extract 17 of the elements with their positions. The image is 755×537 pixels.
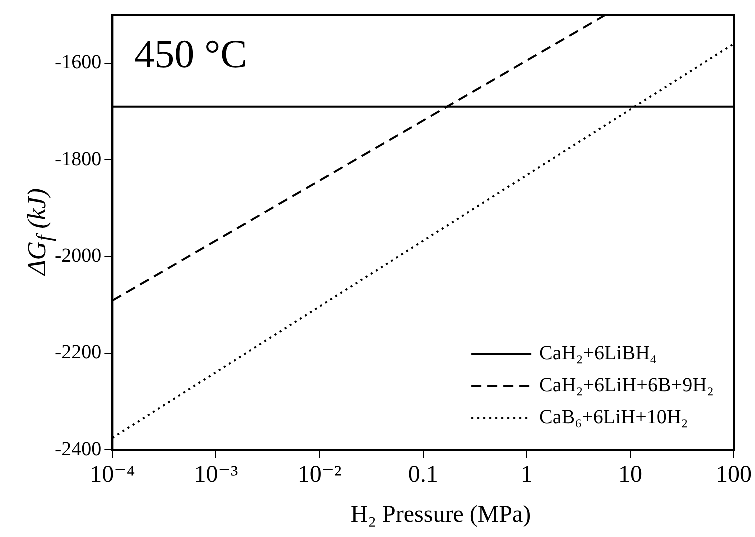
x-axis-title: H₂ Pressure (MPa) bbox=[350, 502, 532, 529]
y-tick-label: -1800 bbox=[54, 148, 102, 170]
x-tick-label: 0.1 bbox=[408, 462, 438, 488]
x-tick-label: 1 bbox=[520, 462, 533, 488]
x-tick-label: 10⁻⁴ bbox=[90, 462, 136, 488]
legend-label: CaB₆+6LiH+10H₂ bbox=[540, 406, 688, 428]
y-tick-label: -2000 bbox=[54, 245, 102, 268]
legend-label: CaH₂+6LiBH₄ bbox=[540, 342, 658, 364]
legend-label: CaH₂+6LiH+6B+9H₂ bbox=[540, 374, 714, 396]
x-tick-label: 10⁻² bbox=[298, 462, 342, 488]
x-tick-label: 10 bbox=[618, 462, 642, 488]
y-tick-label: -2200 bbox=[54, 342, 102, 364]
annotation: 450 °C bbox=[134, 32, 248, 76]
y-tick-label: -1600 bbox=[54, 52, 102, 74]
x-tick-label: 10⁻³ bbox=[194, 462, 238, 488]
x-tick-label: 100 bbox=[716, 462, 752, 488]
y-tick-label: -2400 bbox=[54, 438, 102, 460]
